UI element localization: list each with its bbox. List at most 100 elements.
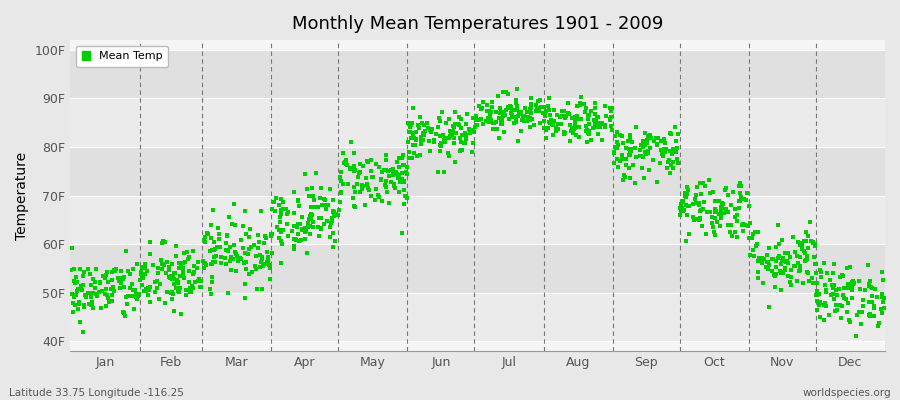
Point bbox=[812, 301, 826, 308]
Point bbox=[862, 312, 877, 318]
Point bbox=[607, 160, 621, 166]
Point bbox=[444, 129, 458, 136]
Point bbox=[337, 150, 351, 157]
Point bbox=[291, 231, 305, 237]
Point bbox=[171, 278, 185, 285]
Point bbox=[184, 289, 198, 295]
Point bbox=[765, 256, 779, 262]
Point bbox=[634, 165, 649, 172]
Point bbox=[856, 302, 870, 309]
Point bbox=[675, 199, 689, 205]
Point bbox=[642, 132, 656, 139]
Point bbox=[589, 118, 603, 124]
Point bbox=[692, 200, 706, 207]
Point bbox=[160, 289, 175, 296]
Point bbox=[336, 181, 350, 188]
Point bbox=[557, 108, 572, 114]
Point bbox=[143, 250, 157, 257]
Point bbox=[204, 278, 219, 285]
Point bbox=[568, 116, 582, 123]
Point bbox=[544, 117, 558, 124]
Point bbox=[693, 215, 707, 221]
Point bbox=[446, 128, 461, 134]
Point bbox=[140, 292, 155, 298]
Point bbox=[724, 202, 738, 208]
Point bbox=[392, 173, 406, 179]
Point bbox=[633, 152, 647, 159]
Point bbox=[778, 259, 793, 265]
Point bbox=[590, 122, 604, 128]
Point bbox=[243, 226, 257, 232]
Point bbox=[152, 296, 166, 302]
Point bbox=[649, 135, 663, 141]
Point bbox=[446, 134, 461, 141]
Point bbox=[680, 238, 694, 244]
Point bbox=[394, 230, 409, 236]
Point bbox=[793, 263, 807, 269]
Point bbox=[453, 148, 467, 154]
Point bbox=[855, 309, 869, 315]
Point bbox=[361, 185, 375, 191]
Point bbox=[799, 257, 814, 263]
Point bbox=[255, 256, 269, 262]
Point bbox=[176, 266, 191, 272]
Point bbox=[125, 293, 140, 299]
Point bbox=[483, 112, 498, 118]
Point bbox=[137, 288, 151, 294]
Point bbox=[856, 297, 870, 303]
Point bbox=[241, 246, 256, 252]
Point bbox=[778, 267, 792, 273]
Point bbox=[112, 285, 127, 291]
Point bbox=[611, 164, 625, 170]
Point bbox=[474, 105, 489, 112]
Point bbox=[117, 284, 131, 290]
Point bbox=[150, 270, 165, 276]
Point bbox=[797, 247, 812, 254]
Point bbox=[708, 208, 723, 215]
Point bbox=[825, 285, 840, 291]
Point bbox=[706, 224, 720, 230]
Point bbox=[251, 232, 266, 238]
Point bbox=[402, 154, 417, 161]
Point bbox=[468, 122, 482, 128]
Point bbox=[453, 135, 467, 141]
Point bbox=[867, 313, 881, 320]
Point bbox=[813, 300, 827, 306]
Point bbox=[721, 192, 735, 198]
Point bbox=[85, 302, 99, 308]
Point bbox=[338, 160, 353, 167]
Point bbox=[813, 267, 827, 273]
Point bbox=[654, 138, 669, 145]
Point bbox=[107, 268, 122, 274]
Point bbox=[102, 299, 116, 306]
Point bbox=[64, 267, 78, 273]
Point bbox=[623, 134, 637, 141]
Point bbox=[261, 255, 275, 261]
Point bbox=[326, 208, 340, 215]
Point bbox=[554, 108, 569, 114]
Point bbox=[719, 185, 733, 191]
Point bbox=[406, 142, 420, 148]
Point bbox=[314, 184, 328, 191]
Point bbox=[842, 300, 856, 306]
Point bbox=[447, 158, 462, 165]
Point bbox=[694, 191, 708, 197]
Point bbox=[715, 200, 729, 206]
Point bbox=[332, 174, 347, 180]
Point bbox=[724, 222, 738, 228]
Point bbox=[315, 202, 329, 208]
Point bbox=[786, 234, 800, 240]
Point bbox=[858, 287, 872, 293]
Point bbox=[634, 153, 648, 159]
Point bbox=[570, 132, 584, 138]
Point bbox=[123, 284, 138, 291]
Point bbox=[473, 116, 488, 122]
Point bbox=[130, 296, 144, 302]
Point bbox=[404, 134, 419, 141]
Point bbox=[878, 295, 892, 301]
Point bbox=[97, 275, 112, 282]
Point bbox=[669, 138, 683, 144]
Point bbox=[186, 285, 201, 292]
Point bbox=[724, 233, 739, 239]
Point bbox=[586, 125, 600, 131]
